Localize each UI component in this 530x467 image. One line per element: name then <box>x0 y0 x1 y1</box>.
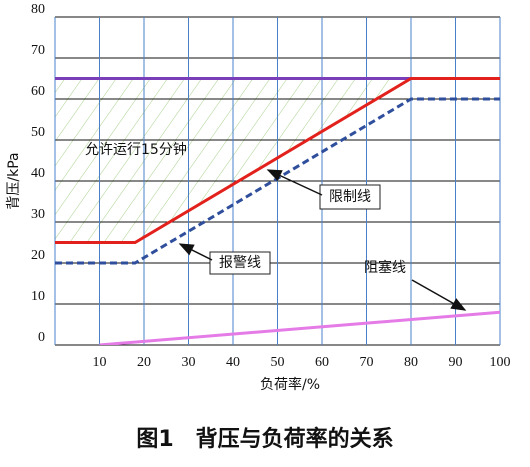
series-label: 报警线 <box>219 255 261 271</box>
y-tick-label: 40 <box>31 166 45 181</box>
annotation-arrow <box>178 243 213 261</box>
x-tick-label: 100 <box>490 355 511 370</box>
y-tick-label: 60 <box>31 84 45 99</box>
annotation-arrow <box>411 279 467 311</box>
x-tick-label: 60 <box>315 355 329 370</box>
y-tick-label: 0 <box>38 330 45 345</box>
series-label: 阻塞线 <box>364 259 406 276</box>
y-tick-label: 20 <box>31 248 45 263</box>
x-axis-label: 负荷率/% <box>260 376 320 393</box>
label-box <box>319 184 381 210</box>
x-tick-label: 80 <box>404 355 418 370</box>
x-tick-label: 10 <box>93 355 107 370</box>
y-tick-label: 10 <box>31 289 45 304</box>
series-label: 限制线 <box>329 189 371 205</box>
hatch-region <box>55 78 500 243</box>
annotation-arrow <box>266 169 323 196</box>
hatch-fill <box>55 78 500 243</box>
x-tick-label: 90 <box>449 355 463 370</box>
y-tick-label: 50 <box>31 125 45 140</box>
caption: 图1 背压与负荷率的关系 <box>136 426 393 452</box>
series-line <box>55 97 500 265</box>
x-tick-label: 20 <box>137 355 151 370</box>
x-tick-label: 50 <box>271 355 285 370</box>
series-line <box>99 310 500 345</box>
label-box <box>209 251 271 275</box>
series-line <box>55 77 500 244</box>
x-tick-label: 40 <box>226 355 240 370</box>
x-tick-label: 70 <box>360 355 374 370</box>
x-tick-label: 30 <box>182 355 196 370</box>
y-tick-label: 30 <box>31 207 45 222</box>
y-axis-label: 背压/kPa <box>6 152 22 209</box>
region-label: 允许运行15分钟 <box>85 141 187 158</box>
y-tick-label: 80 <box>31 2 45 17</box>
y-tick-label: 70 <box>31 43 45 58</box>
